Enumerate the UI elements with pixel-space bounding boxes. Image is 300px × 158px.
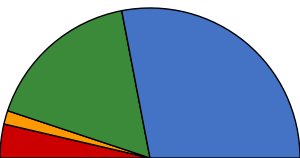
Wedge shape [4,111,150,158]
Wedge shape [0,124,150,158]
Wedge shape [122,8,300,158]
Wedge shape [8,11,150,158]
